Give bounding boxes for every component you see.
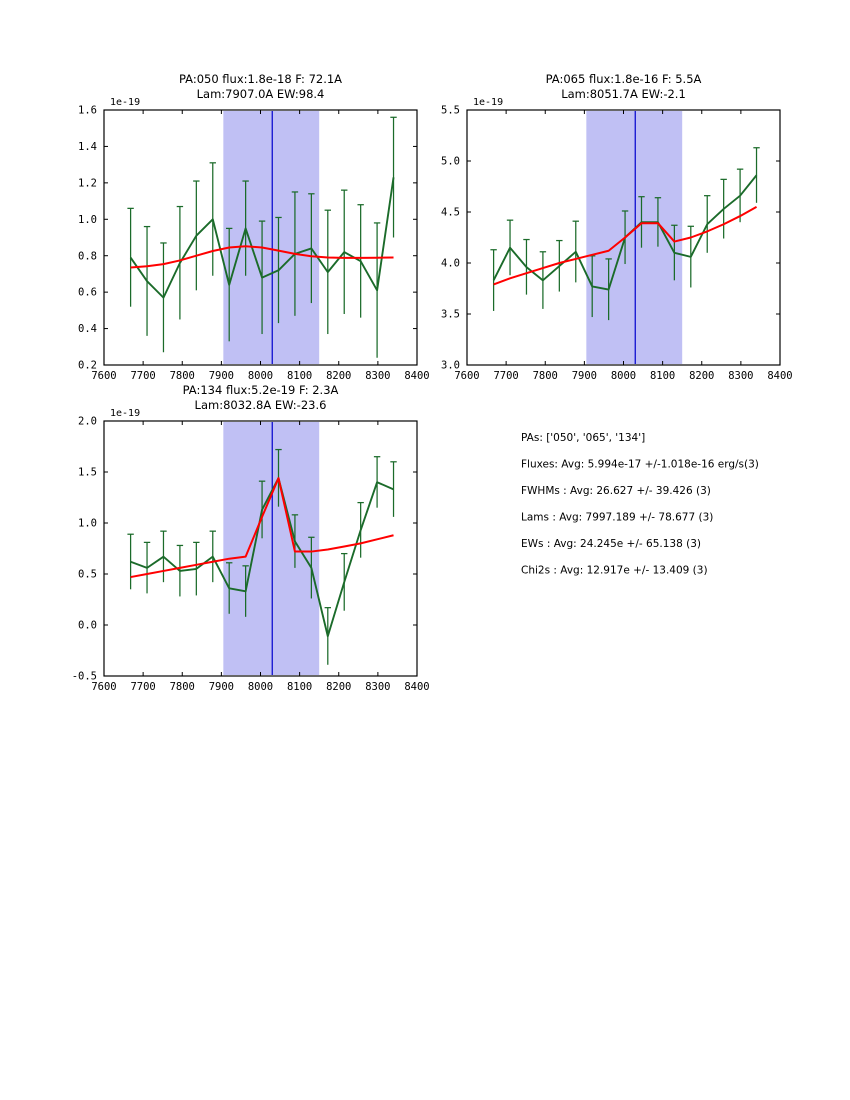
xtick-label-pa050-8: 8400 bbox=[404, 370, 429, 382]
xtick-label-pa134-3: 7900 bbox=[209, 681, 234, 693]
fit-line-pa134 bbox=[130, 477, 394, 579]
xtick-label-pa050-7: 8300 bbox=[365, 370, 390, 382]
ytick-label-pa134-2: 0.5 bbox=[78, 569, 97, 581]
xtick-label-pa065-6: 8200 bbox=[689, 370, 714, 382]
ytick-label-pa134-4: 1.5 bbox=[78, 467, 97, 479]
ytick-label-pa050-1: 0.4 bbox=[78, 323, 97, 335]
ytick-label-pa050-0: 0.2 bbox=[78, 360, 97, 372]
panel-title-line1-pa065: PA:065 flux:1.8e-16 F: 5.5A bbox=[546, 72, 702, 86]
ytick-label-pa065-2: 4.0 bbox=[441, 258, 460, 270]
ytick-label-pa050-3: 0.8 bbox=[78, 250, 97, 262]
panel-title-line1-pa134: PA:134 flux:5.2e-19 F: 2.3A bbox=[183, 383, 339, 397]
xtick-label-pa050-3: 7900 bbox=[209, 370, 234, 382]
xtick-label-pa134-8: 8400 bbox=[404, 681, 429, 693]
ytick-label-pa050-5: 1.2 bbox=[78, 177, 97, 189]
xtick-label-pa050-1: 7700 bbox=[130, 370, 155, 382]
xtick-label-pa050-5: 8100 bbox=[287, 370, 312, 382]
summary-line-2: FWHMs : Avg: 26.627 +/- 39.426 (3) bbox=[521, 485, 711, 497]
y-offset-text-pa134: 1e-19 bbox=[110, 408, 140, 419]
xtick-label-pa134-5: 8100 bbox=[287, 681, 312, 693]
ytick-label-pa050-4: 1.0 bbox=[78, 214, 97, 226]
ytick-label-pa134-5: 2.0 bbox=[78, 416, 97, 428]
fit-line-pa050 bbox=[130, 245, 394, 269]
xtick-label-pa134-4: 8000 bbox=[248, 681, 273, 693]
xtick-label-pa050-6: 8200 bbox=[326, 370, 351, 382]
xtick-label-pa065-0: 7600 bbox=[454, 370, 479, 382]
ytick-label-pa050-7: 1.6 bbox=[78, 105, 97, 117]
xtick-label-pa050-2: 7800 bbox=[170, 370, 195, 382]
fit-line-pa065 bbox=[493, 206, 758, 286]
ytick-label-pa065-3: 4.5 bbox=[441, 207, 460, 219]
panel-title-line2-pa134: Lam:8032.8A EW:-23.6 bbox=[195, 398, 327, 412]
xtick-label-pa050-4: 8000 bbox=[248, 370, 273, 382]
panel-title-line2-pa050: Lam:7907.0A EW:98.4 bbox=[197, 87, 325, 101]
axes-frame-top-pa065 bbox=[466, 109, 781, 366]
ytick-label-pa065-5: 5.5 bbox=[441, 105, 460, 117]
xtick-label-pa065-8: 8400 bbox=[767, 370, 792, 382]
spectrum-line-pa050 bbox=[129, 177, 395, 299]
axes-frame-top-pa134 bbox=[103, 420, 418, 677]
xtick-label-pa134-6: 8200 bbox=[326, 681, 351, 693]
xtick-label-pa134-1: 7700 bbox=[130, 681, 155, 693]
ytick-label-pa065-4: 5.0 bbox=[441, 156, 460, 168]
summary-line-4: EWs : Avg: 24.245e +/- 65.138 (3) bbox=[521, 538, 701, 550]
wavelength-band-pa065 bbox=[586, 111, 683, 364]
summary-line-5: Chi2s : Avg: 12.917e +/- 13.409 (3) bbox=[521, 565, 708, 577]
spectrum-line-pa134 bbox=[130, 477, 394, 638]
summary-text-block: PAs: ['050', '065', '134'] Fluxes: Avg: 5… bbox=[521, 432, 759, 577]
ytick-label-pa134-3: 1.0 bbox=[78, 518, 97, 530]
xtick-label-pa134-0: 7600 bbox=[91, 681, 116, 693]
panels-group: PA:050 flux:1.8e-18 F: 72.1ALam:7907.0A … bbox=[72, 72, 793, 693]
y-offset-text-pa050: 1e-19 bbox=[110, 97, 140, 108]
summary-line-1: Fluxes: Avg: 5.994e-17 +/-1.018e-16 erg/… bbox=[521, 459, 759, 471]
ytick-label-pa050-6: 1.4 bbox=[78, 141, 97, 153]
ytick-label-pa134-1: 0.0 bbox=[78, 620, 97, 632]
ytick-label-pa050-2: 0.6 bbox=[78, 287, 97, 299]
xtick-label-pa134-2: 7800 bbox=[170, 681, 195, 693]
xtick-label-pa065-5: 8100 bbox=[650, 370, 675, 382]
wavelength-band-pa050 bbox=[223, 111, 320, 364]
panel-pa050: PA:050 flux:1.8e-18 F: 72.1ALam:7907.0A … bbox=[78, 72, 430, 382]
xtick-label-pa134-7: 8300 bbox=[365, 681, 390, 693]
xtick-label-pa065-3: 7900 bbox=[572, 370, 597, 382]
summary-line-3: Lams : Avg: 7997.189 +/- 78.677 (3) bbox=[521, 512, 713, 524]
xtick-label-pa065-2: 7800 bbox=[533, 370, 558, 382]
ytick-label-pa065-1: 3.5 bbox=[441, 309, 460, 321]
panel-title-line2-pa065: Lam:8051.7A EW:-2.1 bbox=[561, 87, 686, 101]
ytick-label-pa134-0: -0.5 bbox=[72, 671, 97, 683]
summary-line-0: PAs: ['050', '065', '134'] bbox=[521, 432, 645, 444]
xtick-label-pa050-0: 7600 bbox=[91, 370, 116, 382]
wavelength-band-pa134 bbox=[223, 422, 320, 675]
panel-title-line1-pa050: PA:050 flux:1.8e-18 F: 72.1A bbox=[179, 72, 342, 86]
ytick-label-pa065-0: 3.0 bbox=[441, 360, 460, 372]
axes-frame-top-pa050 bbox=[103, 109, 418, 366]
xtick-label-pa065-7: 8300 bbox=[728, 370, 753, 382]
xtick-label-pa065-4: 8000 bbox=[611, 370, 636, 382]
y-offset-text-pa065: 1e-19 bbox=[473, 97, 503, 108]
xtick-label-pa065-1: 7700 bbox=[493, 370, 518, 382]
